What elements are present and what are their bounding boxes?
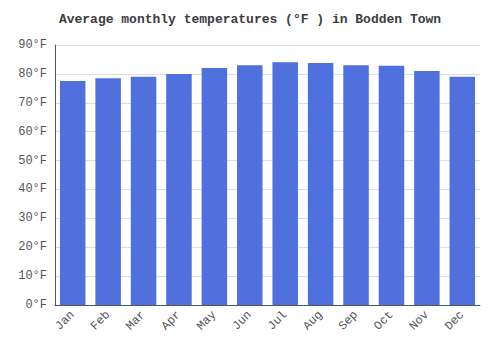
svg-text:0°F: 0°F [25, 298, 47, 312]
svg-text:80°F: 80°F [18, 67, 47, 81]
svg-text:Apr: Apr [159, 308, 184, 333]
svg-text:Mar: Mar [123, 308, 148, 333]
svg-text:70°F: 70°F [18, 96, 47, 110]
svg-text:40°F: 40°F [18, 182, 47, 196]
svg-text:10°F: 10°F [18, 269, 47, 283]
svg-text:Dec: Dec [442, 308, 467, 333]
svg-text:90°F: 90°F [18, 38, 47, 52]
svg-text:60°F: 60°F [18, 125, 47, 139]
svg-text:20°F: 20°F [18, 240, 47, 254]
svg-text:50°F: 50°F [18, 154, 47, 168]
svg-text:Jul: Jul [265, 308, 290, 333]
svg-text:May: May [194, 308, 219, 333]
svg-text:Nov: Nov [407, 308, 432, 333]
svg-text:Aug: Aug [300, 308, 325, 333]
svg-text:Average monthly temperatures (: Average monthly temperatures (°F ) in Bo… [59, 12, 441, 27]
svg-text:Sep: Sep [336, 308, 361, 333]
svg-text:Oct: Oct [371, 308, 396, 333]
svg-text:Feb: Feb [88, 308, 113, 333]
svg-text:30°F: 30°F [18, 211, 47, 225]
svg-text:Jun: Jun [230, 308, 255, 333]
svg-text:Jan: Jan [53, 308, 78, 333]
